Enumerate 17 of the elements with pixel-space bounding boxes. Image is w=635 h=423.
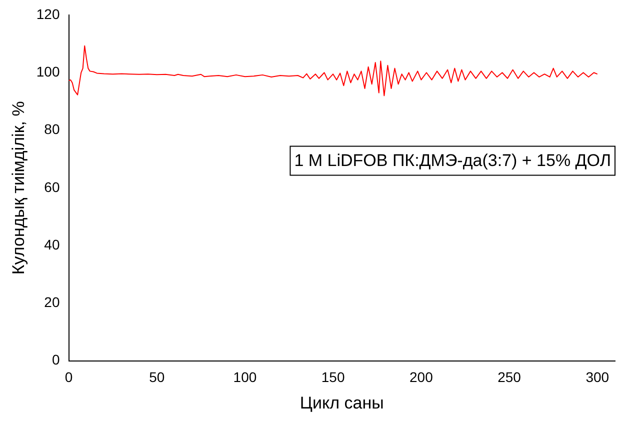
annotation: 1 M LiDFOB ПК:ДМЭ-да(3:7) + 15% ДОЛ [294,150,612,170]
y-tick-label: 80 [44,121,60,138]
x-tick-label: 200 [409,369,434,386]
y-tick-label: 120 [36,6,60,22]
x-tick-label: 250 [498,369,522,386]
x-tick-label: 150 [321,369,345,386]
y-tick-label: 60 [44,178,60,195]
y-tick-label: 100 [36,63,60,80]
y-tick-label: 0 [52,352,60,368]
x-axis-title: Цикл саны [300,393,384,412]
y-axis-title: Кулондық тиімділік, % [8,101,28,275]
x-tick-label: 100 [233,369,257,386]
y-tick-label: 20 [44,294,60,310]
y-tick-label: 40 [44,236,60,252]
x-tick-label: 0 [64,369,73,386]
x-tick-label: 300 [586,369,610,386]
x-tick-label: 50 [149,369,165,386]
